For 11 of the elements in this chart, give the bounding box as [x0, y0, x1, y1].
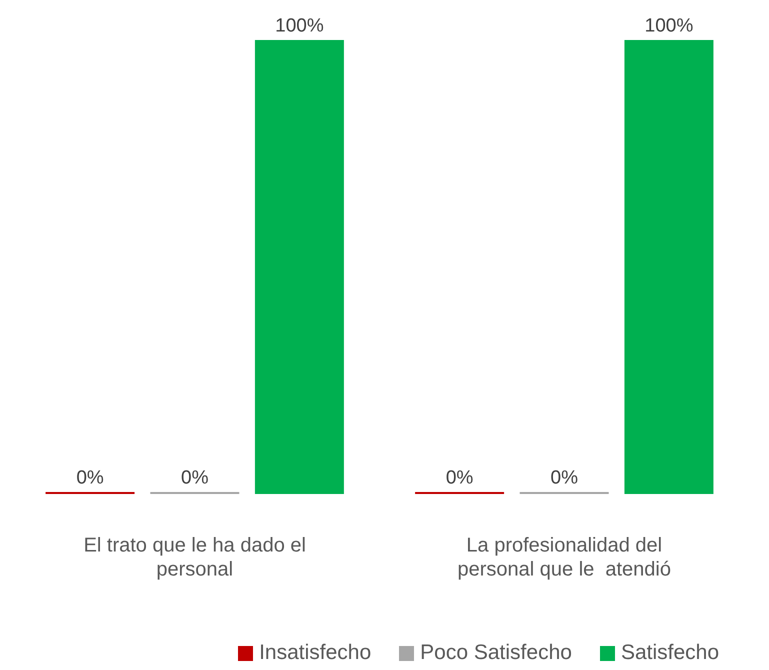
data-label: 0%: [76, 468, 104, 489]
x-tick-label: La profesionalidad del personal que le atendió: [458, 534, 671, 581]
legend-label: Satisfecho: [620, 640, 719, 666]
data-label: 0%: [446, 468, 474, 489]
data-label: 0%: [181, 468, 209, 489]
data-label: 100%: [275, 16, 324, 37]
legend-label: Poco Satisfecho: [420, 640, 572, 666]
data-label: 100%: [644, 16, 694, 37]
data-label: 0%: [550, 468, 578, 489]
x-tick-label: El trato que le ha dado el personal: [84, 534, 306, 581]
legend-label: Insatisfecho: [259, 640, 372, 666]
